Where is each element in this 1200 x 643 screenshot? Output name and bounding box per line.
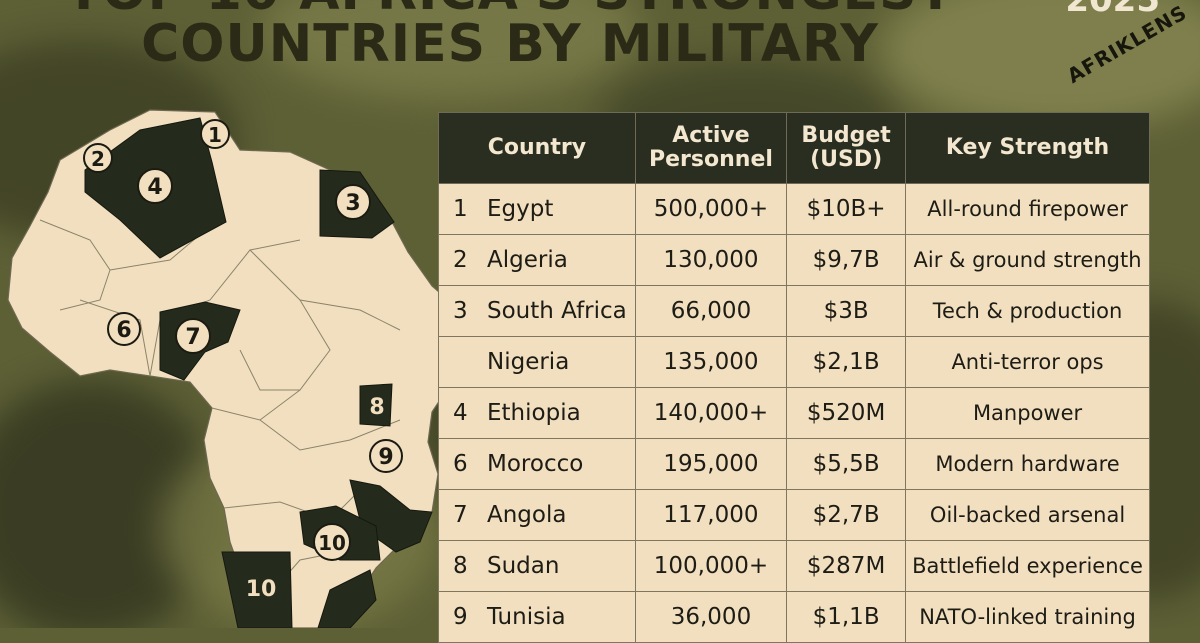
budget-cell: $520M: [786, 387, 907, 439]
country-cell: 7 Angola: [438, 489, 636, 541]
rank-number: 9: [453, 604, 468, 630]
page-title-line1: TOP 10 AFRICA'S STRONGEST: [0, 0, 1020, 22]
country-name: Tunisia: [487, 604, 566, 630]
table-row: 1 Egypt 500,000+ $10B+ All-round firepowe…: [438, 183, 1150, 235]
badge-text: 8: [369, 395, 384, 420]
badge-circle: [369, 439, 403, 473]
personnel-cell: 130,000: [634, 234, 788, 286]
table-row: Nigeria 135,000 $2,1B Anti-terror ops: [438, 336, 1150, 388]
rank-number: 2: [453, 247, 468, 273]
budget-cell: $1,1B: [786, 591, 907, 643]
key-strength-cell: Oil-backed arsenal: [905, 489, 1150, 541]
badge-text: 9: [378, 445, 393, 470]
table-row: 6 Morocco 195,000 $5,5B Modern hardware: [438, 438, 1150, 490]
country-cell: 3 South Africa: [438, 285, 636, 337]
key-strength-cell: NATO-linked training: [905, 591, 1150, 643]
badge-circle: [137, 168, 173, 204]
badge-circle: [175, 318, 211, 354]
table-row: 7 Angola 117,000 $2,7B Oil-backed arsenal: [438, 489, 1150, 541]
table-row: 2 Algeria 130,000 $9,7B Air & ground stre…: [438, 234, 1150, 286]
table-row: 4 Ethiopia 140,000+ $520M Manpower: [438, 387, 1150, 439]
country-cell: 6 Morocco: [438, 438, 636, 490]
badge-text: 1: [208, 123, 222, 147]
key-strength-cell: Anti-terror ops: [905, 336, 1150, 388]
country-name: Ethiopia: [487, 400, 581, 426]
africa-landmass: [7, 109, 489, 628]
personnel-cell: 500,000+: [634, 183, 788, 235]
key-strength-cell: All-round firepower: [905, 183, 1150, 235]
badge-circle: [313, 523, 351, 561]
personnel-cell: 195,000: [634, 438, 788, 490]
rank-number: 4: [453, 400, 468, 426]
country-cell: 1 Egypt: [438, 183, 636, 235]
rank-number: 7: [453, 502, 468, 528]
budget-cell: $2,7B: [786, 489, 907, 541]
table-row: 3 South Africa 66,000 $3B Tech & producti…: [438, 285, 1150, 337]
map-badges: 1 2 4 3 6 7 8 9 10 10: [83, 119, 403, 602]
country-name: Nigeria: [487, 349, 570, 375]
personnel-cell: 66,000: [634, 285, 788, 337]
country-name: Angola: [487, 502, 567, 528]
badge-circle: [200, 119, 230, 149]
column-header-personnel: Active Personnel: [634, 112, 788, 184]
personnel-cell: 135,000: [634, 336, 788, 388]
military-ranking-table: Country Active Personnel Budget (USD) Ke…: [438, 112, 1150, 643]
badge-circle: [83, 143, 113, 173]
rank-number: 8: [453, 553, 468, 579]
badge-text: 3: [345, 191, 360, 216]
country-name: Sudan: [487, 553, 560, 579]
country-mozambique: [317, 569, 377, 628]
key-strength-cell: Battlefield experience: [905, 540, 1150, 592]
budget-cell: $2,1B: [786, 336, 907, 388]
badge-text: 10: [246, 577, 277, 602]
rank-number: 3: [453, 298, 468, 324]
budget-cell: $10B+: [786, 183, 907, 235]
badge-text: 7: [185, 325, 200, 350]
key-strength-cell: Tech & production: [905, 285, 1150, 337]
rank-number: 6: [453, 451, 468, 477]
page-title-line2: COUNTRIES BY MILITARY: [141, 14, 879, 74]
column-header-key-strength: Key Strength: [905, 112, 1150, 184]
personnel-cell: 140,000+: [634, 387, 788, 439]
table-row: 8 Sudan 100,000+ $287M Battlefield experi…: [438, 540, 1150, 592]
badge-text: 4: [147, 175, 162, 200]
country-name: Egypt: [487, 196, 554, 222]
table-row: 9 Tunisia 36,000 $1,1B NATO-linked traini…: [438, 591, 1150, 643]
column-header-budget: Budget (USD): [786, 112, 907, 184]
country-uganda: [359, 383, 393, 427]
budget-cell: $9,7B: [786, 234, 907, 286]
personnel-cell: 36,000: [634, 591, 788, 643]
country-cell: 4 Ethiopia: [438, 387, 636, 439]
personnel-cell: 117,000: [634, 489, 788, 541]
country-angola: [221, 551, 293, 628]
badge-text: 6: [116, 318, 131, 343]
badge-circle: [335, 184, 371, 220]
rank-number: 1: [453, 196, 468, 222]
country-cell: Nigeria: [438, 336, 636, 388]
country-cell: 9 Tunisia: [438, 591, 636, 643]
budget-cell: $3B: [786, 285, 907, 337]
country-name: Algeria: [487, 247, 568, 273]
africa-map: 1 2 4 3 6 7 8 9 10 10: [7, 109, 519, 628]
country-cell: 8 Sudan: [438, 540, 636, 592]
key-strength-cell: Modern hardware: [905, 438, 1150, 490]
badge-circle: [107, 312, 141, 346]
country-name: Morocco: [487, 451, 584, 477]
table-header-row: Country Active Personnel Budget (USD) Ke…: [438, 112, 1150, 184]
key-strength-cell: Air & ground strength: [905, 234, 1150, 286]
country-name: South Africa: [487, 298, 627, 324]
badge-text: 10: [318, 531, 346, 555]
column-header-country: Country: [438, 112, 636, 184]
key-strength-cell: Manpower: [905, 387, 1150, 439]
personnel-cell: 100,000+: [634, 540, 788, 592]
country-cell: 2 Algeria: [438, 234, 636, 286]
budget-cell: $5,5B: [786, 438, 907, 490]
budget-cell: $287M: [786, 540, 907, 592]
badge-text: 2: [91, 147, 105, 171]
year-label: 2025: [1065, 0, 1160, 20]
